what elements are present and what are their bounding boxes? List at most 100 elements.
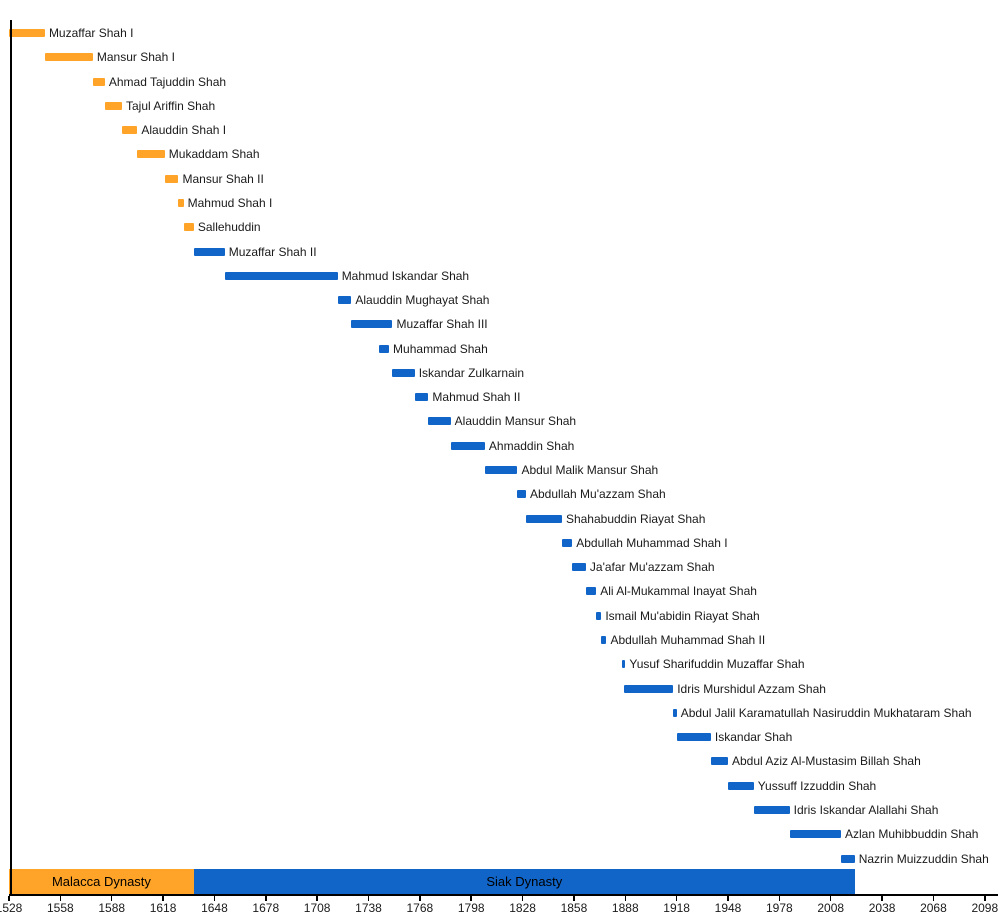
axis-tick	[675, 895, 678, 901]
reign-bar	[428, 417, 451, 426]
axis-tick-label: 1648	[201, 901, 228, 915]
reign-bar	[351, 320, 393, 329]
axis-tick-label: 1828	[509, 901, 536, 915]
ruler-label: Ali Al-Mukammal Inayat Shah	[600, 584, 757, 599]
reign-bar	[753, 805, 790, 814]
axis-tick-label: 2038	[868, 901, 896, 915]
axis-tick-label: 1528	[0, 901, 23, 915]
ruler-label: Abdul Aziz Al-Mustasim Billah Shah	[732, 754, 921, 769]
y-axis-line	[10, 20, 12, 894]
axis-tick	[778, 895, 781, 901]
axis-tick	[881, 895, 883, 901]
reign-bar	[623, 684, 674, 693]
reign-bar	[164, 174, 179, 183]
axis-tick	[829, 895, 832, 901]
ruler-label: Mahmud Shah I	[187, 195, 273, 210]
reign-bar	[728, 781, 754, 790]
axis-tick-label: 2068	[920, 901, 947, 915]
axis-tick	[110, 895, 113, 901]
reign-bar	[137, 150, 165, 159]
axis-tick	[265, 895, 267, 901]
ruler-label: Mahmud Shah II	[432, 390, 521, 405]
ruler-label: Abdul Jalil Karamatullah Nasiruddin Mukh…	[680, 705, 972, 720]
axis-tick-label: 1738	[355, 901, 382, 915]
ruler-label: Idris Iskandar Alallahi Shah	[793, 802, 939, 817]
axis-tick-label: 2098	[971, 901, 999, 915]
ruler-label: Ahmad Tajuddin Shah	[108, 74, 227, 89]
axis-tick	[367, 895, 370, 901]
axis-tick	[8, 895, 10, 901]
reign-bar	[121, 126, 138, 135]
reign-bar	[596, 611, 602, 620]
axis-tick-label: 1588	[98, 901, 126, 915]
dynasty-label: Siak Dynasty	[486, 873, 563, 889]
axis-tick-label: 1678	[252, 901, 280, 915]
ruler-label: Shahabuddin Riayat Shah	[565, 511, 706, 526]
axis-tick	[470, 895, 472, 901]
ruler-label: Abdullah Mu'azzam Shah	[530, 487, 666, 502]
reign-bar	[561, 538, 573, 547]
ruler-label: Abdul Malik Mansur Shah	[521, 463, 659, 478]
axis-tick	[419, 895, 421, 901]
ruler-label: Iskandar Shah	[714, 730, 793, 745]
axis-tick	[573, 895, 575, 901]
reign-bar	[621, 660, 626, 669]
reign-bar	[789, 830, 841, 839]
ruler-label: Muzaffar Shah III	[396, 317, 488, 332]
reign-bar	[517, 490, 526, 499]
reign-bar	[44, 53, 93, 62]
axis-tick	[316, 895, 318, 901]
axis-tick	[213, 895, 216, 901]
ruler-label: Mukaddam Shah	[168, 147, 260, 162]
axis-tick-label: 1918	[663, 901, 690, 915]
dynasty-band-siak: Siak Dynasty	[193, 869, 855, 894]
axis-tick-label: 1768	[406, 901, 434, 915]
ruler-label: Tajul Ariffin Shah	[125, 98, 216, 113]
axis-tick	[624, 895, 627, 901]
reign-bar	[572, 563, 586, 572]
ruler-label: Sallehuddin	[197, 220, 261, 235]
axis-tick-label: 1948	[714, 901, 742, 915]
ruler-label: Muzaffar Shah II	[228, 244, 317, 259]
ruler-label: Muhammad Shah	[393, 341, 488, 356]
ruler-label: Alauddin Mughayat Shah	[355, 293, 490, 308]
dynasty-band-malacca: Malacca Dynasty	[9, 869, 194, 894]
ruler-label: Yusuf Sharifuddin Muzaffar Shah	[629, 657, 805, 672]
x-axis-line	[9, 893, 998, 896]
axis-tick	[59, 895, 62, 901]
axis-tick-label: 1858	[560, 901, 588, 915]
reign-bar	[601, 636, 607, 644]
ruler-label: Yussuff Izzuddin Shah	[757, 778, 877, 793]
reign-bar	[337, 296, 352, 305]
reign-bar	[840, 854, 855, 863]
ruler-label: Idris Murshidul Azzam Shah	[677, 681, 826, 696]
ruler-label: Nazrin Muizzuddin Shah	[858, 851, 989, 866]
ruler-label: Mansur Shah II	[182, 171, 264, 186]
reign-bar	[178, 198, 184, 207]
reign-bar	[673, 708, 677, 717]
reign-bar	[9, 29, 45, 37]
axis-tick-label: 1888	[611, 901, 639, 915]
reign-bar	[676, 733, 711, 742]
ruler-label: Iskandar Zulkarnain	[418, 365, 525, 380]
ruler-label: Azlan Muhibbuddin Shah	[844, 827, 979, 842]
ruler-label: Alauddin Shah I	[141, 123, 227, 138]
dynasty-label: Malacca Dynasty	[51, 873, 151, 889]
axis-tick-label: 1558	[46, 901, 74, 915]
reign-bar	[526, 514, 562, 523]
axis-tick	[984, 895, 986, 901]
reign-bar	[378, 344, 390, 353]
ruler-label: Ahmaddin Shah	[488, 438, 575, 453]
reign-bar	[392, 368, 415, 377]
reign-bar	[484, 466, 518, 475]
ruler-label: Abdullah Muhammad Shah II	[610, 633, 766, 647]
axis-tick-label: 1708	[303, 901, 331, 915]
axis-tick-label: 1618	[149, 901, 177, 915]
reign-bar	[224, 271, 338, 280]
reign-bar	[585, 587, 597, 596]
ruler-label: Abdullah Muhammad Shah I	[576, 535, 728, 550]
axis-tick-label: 2008	[817, 901, 845, 915]
reign-bar	[92, 77, 105, 86]
ruler-label: Muzaffar Shah I	[48, 26, 134, 40]
